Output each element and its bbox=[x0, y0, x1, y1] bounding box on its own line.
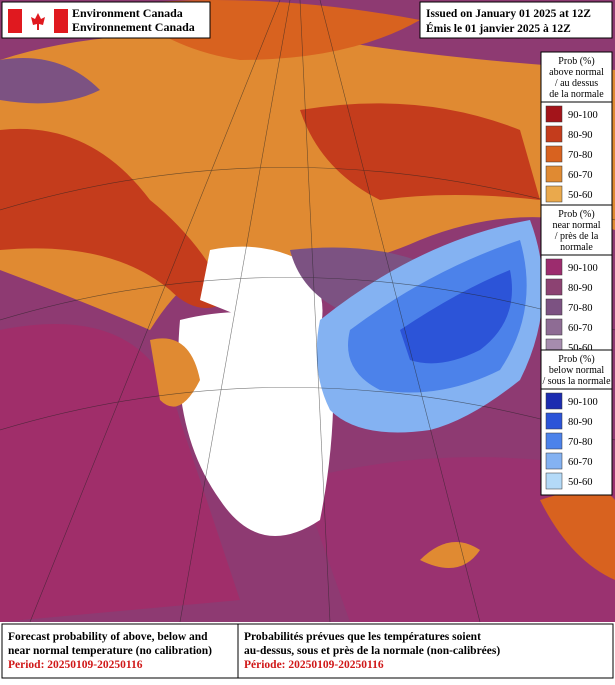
footer-en-line: Forecast probability of above, below and bbox=[8, 631, 208, 643]
legend-label: 50-60 bbox=[568, 190, 593, 201]
legend-label: 70-80 bbox=[568, 150, 593, 161]
legend-title: Prob (%) bbox=[558, 56, 594, 67]
map bbox=[0, 0, 615, 623]
legend-title: / au dessus bbox=[555, 78, 598, 89]
legend-label: 60-70 bbox=[568, 170, 593, 181]
legend-swatch bbox=[545, 412, 563, 430]
period-en: Period: 20250109-20250116 bbox=[8, 659, 143, 671]
legend-label: 90-100 bbox=[568, 263, 598, 274]
legend-label: 80-90 bbox=[568, 417, 593, 428]
legend-swatch bbox=[545, 432, 563, 450]
legend-title: / près de la bbox=[555, 231, 599, 242]
issued-box bbox=[419, 1, 613, 39]
legend-swatch bbox=[545, 125, 563, 143]
legend-label: 70-80 bbox=[568, 303, 593, 314]
legend-label: 60-70 bbox=[568, 457, 593, 468]
footer-box bbox=[1, 623, 614, 679]
issued-en: Issued on January 01 2025 at 12Z bbox=[426, 8, 591, 20]
legend-label: 90-100 bbox=[568, 397, 598, 408]
period-fr: Période: 20250109-20250116 bbox=[244, 659, 384, 671]
legend-swatch bbox=[545, 278, 563, 296]
agency-en: Environment Canada bbox=[72, 6, 183, 20]
legend-swatch bbox=[545, 165, 563, 183]
legend-title: Prob (%) bbox=[558, 354, 594, 365]
legend-swatch bbox=[545, 105, 563, 123]
legend-label: 70-80 bbox=[568, 437, 593, 448]
legend-title: above normal bbox=[549, 67, 604, 78]
canada-flag bbox=[8, 9, 68, 33]
legend-swatch bbox=[545, 392, 563, 410]
legend-title-box bbox=[540, 51, 613, 103]
footer-fr-line: Probabilités prévues que les température… bbox=[244, 631, 481, 643]
legend-swatch bbox=[545, 185, 563, 203]
legend-label: 50-60 bbox=[568, 477, 593, 488]
legend-swatch bbox=[545, 452, 563, 470]
legend-label: 80-90 bbox=[568, 283, 593, 294]
legend-label: 50-60 bbox=[568, 343, 593, 354]
legend-swatch bbox=[545, 298, 563, 316]
legend-title: / sous la normale bbox=[542, 376, 611, 387]
agency-fr: Environnement Canada bbox=[72, 20, 195, 34]
issued-fr: Émis le 01 janvier 2025 à 12Z bbox=[426, 21, 571, 35]
legend-swatch bbox=[545, 472, 563, 490]
legend-title-box bbox=[540, 204, 613, 256]
legend-title: Prob (%) bbox=[558, 209, 594, 220]
footer-en-line: near normal temperature (no calibration) bbox=[8, 645, 212, 657]
legend-label: 90-100 bbox=[568, 110, 598, 121]
legend-title: normale bbox=[560, 242, 593, 253]
legend-swatch bbox=[545, 318, 563, 336]
legend-title-box bbox=[540, 349, 613, 390]
legend-swatch bbox=[545, 258, 563, 276]
legend-swatch bbox=[545, 145, 563, 163]
legend-label: 80-90 bbox=[568, 130, 593, 141]
legend-title: below normal bbox=[549, 365, 604, 376]
legend-title: de la normale bbox=[549, 89, 604, 100]
footer-fr-line: au-dessus, sous et près de la normale (n… bbox=[244, 645, 500, 657]
legend-title: near normal bbox=[552, 220, 600, 231]
legend-label: 60-70 bbox=[568, 323, 593, 334]
